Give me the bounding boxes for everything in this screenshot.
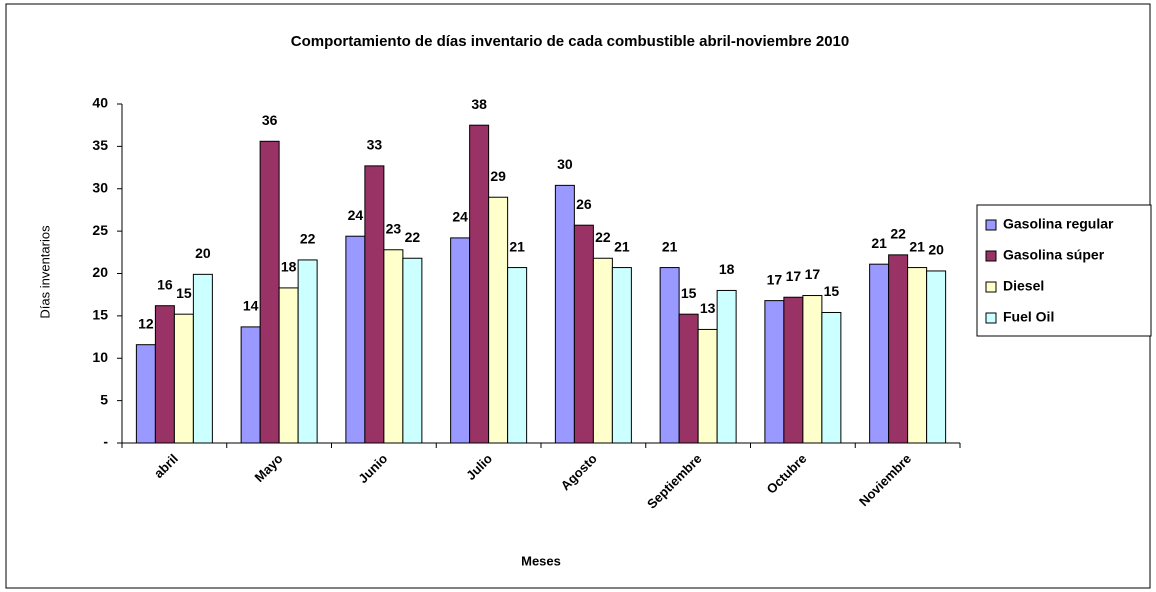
bar [488,196,509,444]
data-label: 16 [157,276,173,292]
bar [869,263,890,444]
y-tick-label: 40 [92,95,108,111]
chart-title: Comportamiento de días inventario de cad… [291,33,849,50]
bar [173,313,194,444]
bar [554,184,575,444]
legend-box [976,204,1152,337]
x-tick-label: Noviembre [856,451,914,509]
legend-swatch [985,312,997,324]
y-axis-label: Días inventarios [37,225,52,319]
x-tick-label: Mayo [252,451,286,485]
data-label: 14 [243,298,259,314]
data-label: 17 [805,266,821,282]
x-axis-label: Meses [521,553,561,568]
y-tick-label: 30 [92,179,108,195]
data-label: 38 [471,96,487,112]
data-label: 15 [681,285,697,301]
data-label: 22 [890,226,906,242]
x-tick-label: Septiembre [644,451,705,512]
y-tick-label: 35 [92,137,108,153]
x-tick-label: Julio [463,451,495,483]
bar [297,259,318,444]
data-label: 24 [452,209,468,225]
bar [259,140,280,444]
data-label: 23 [386,220,402,236]
bar [573,224,594,444]
y-tick-label: - [103,434,108,450]
legend-label: Diesel [1003,278,1044,294]
data-label: 26 [576,196,592,212]
data-label: 13 [700,300,716,316]
data-label: 21 [509,238,525,254]
data-label: 20 [928,242,944,258]
bar [345,235,366,444]
x-tick-label: Agosto [558,451,600,493]
bar [611,267,632,444]
data-label: 21 [871,235,887,251]
data-label: 20 [195,245,211,261]
bar [592,257,613,444]
data-label: 24 [348,207,364,223]
y-tick-label: 15 [92,307,108,323]
legend-label: Fuel Oil [1003,309,1054,325]
bar [383,249,404,444]
x-tick-label: Junio [355,451,390,486]
bar [783,296,804,444]
bar [659,267,680,444]
bar [278,287,299,444]
bar [764,300,785,444]
data-label: 15 [176,285,192,301]
bar [907,267,928,444]
data-label: 22 [595,229,611,245]
bar [192,273,213,444]
bar [716,289,737,444]
bar [450,237,471,444]
data-label: 21 [662,238,678,254]
legend-swatch [985,250,997,262]
bar [469,124,490,444]
legend-label: Gasolina súper [1003,247,1105,263]
data-label: 12 [138,315,154,331]
data-label: 21 [614,238,630,254]
legend-label: Gasolina regular [1003,216,1114,232]
bar [364,165,385,444]
x-tick-label: abril [151,451,181,481]
data-label: 18 [719,261,735,277]
data-label: 17 [767,271,783,287]
data-label: 15 [824,283,840,299]
data-label: 17 [786,268,802,284]
legend-swatch [985,219,997,231]
data-label: 36 [262,112,278,128]
data-label: 29 [490,168,506,184]
legend-swatch [985,281,997,293]
data-label: 30 [557,156,573,172]
y-tick-label: 5 [100,391,108,407]
y-tick-label: 25 [92,222,108,238]
bar [507,267,528,444]
y-tick-label: 10 [92,349,108,365]
bar [678,313,699,444]
data-label: 18 [281,259,297,275]
bar [802,295,823,444]
data-label: 22 [300,231,316,247]
bar [926,270,947,444]
data-label: 21 [909,238,925,254]
data-label: 22 [405,229,421,245]
bar [888,254,909,444]
bar [402,257,423,444]
x-tick-label: Octubre [764,451,810,497]
bar [240,326,261,444]
y-tick-label: 20 [92,264,108,280]
bar [821,311,842,444]
bar [154,305,175,444]
bar [697,328,718,444]
bar [135,344,156,444]
data-label: 33 [367,137,383,153]
